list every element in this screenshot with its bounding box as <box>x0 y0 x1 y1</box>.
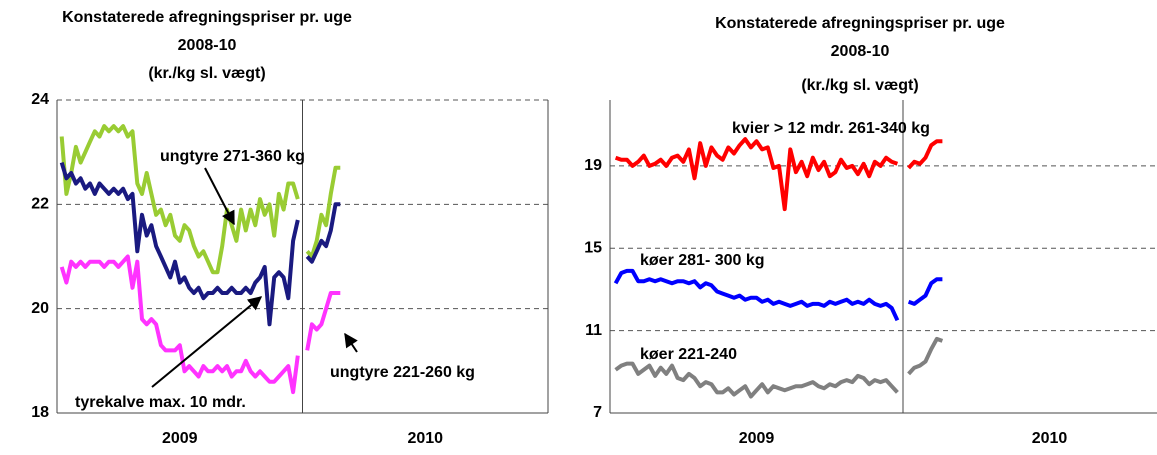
chart-title: Konstaterede afregningspriser pr. uge <box>62 9 352 26</box>
y-tick-label: 24 <box>31 91 49 108</box>
y-tick-label: 7 <box>593 404 602 421</box>
arrow <box>204 167 235 226</box>
y-tick-label: 19 <box>584 157 602 174</box>
series-line <box>59 124 341 275</box>
arrow <box>344 332 358 353</box>
y-tick-label: 15 <box>584 239 602 256</box>
arrow <box>151 296 263 388</box>
series-label: køer 281- 300 kg <box>640 252 765 269</box>
chart-title: (kr./kg sl. vægt) <box>801 77 918 94</box>
x-tick-label: 2009 <box>162 430 198 447</box>
annotation-arrows <box>151 167 358 388</box>
chart-title: 2008-10 <box>831 43 890 60</box>
series-line <box>59 162 341 327</box>
chart-title: (kr./kg sl. vægt) <box>148 65 265 82</box>
series-label: køer 221-240 <box>640 346 737 363</box>
x-tick-label: 2010 <box>1032 430 1068 447</box>
chart-title: Konstaterede afregningspriser pr. uge <box>715 15 1005 32</box>
x-tick-label: 2009 <box>739 430 775 447</box>
y-tick-label: 22 <box>31 196 49 213</box>
series-line <box>613 268 943 322</box>
series-line <box>59 254 341 395</box>
series-label: tyrekalve max. 10 mdr. <box>75 394 246 411</box>
y-tick-label: 11 <box>585 322 602 339</box>
x-tick-label: 2010 <box>407 430 443 447</box>
y-tick-label: 20 <box>31 300 49 317</box>
series-label: ungtyre 271-360 kg <box>160 148 305 165</box>
series-label: ungtyre 221-260 kg <box>330 364 475 381</box>
series-line <box>614 336 944 399</box>
series-line <box>614 137 943 212</box>
series-label: kvier > 12 mdr. 261-340 kg <box>732 120 930 137</box>
chart-title: 2008-10 <box>178 37 237 54</box>
y-tick-label: 18 <box>31 404 49 421</box>
